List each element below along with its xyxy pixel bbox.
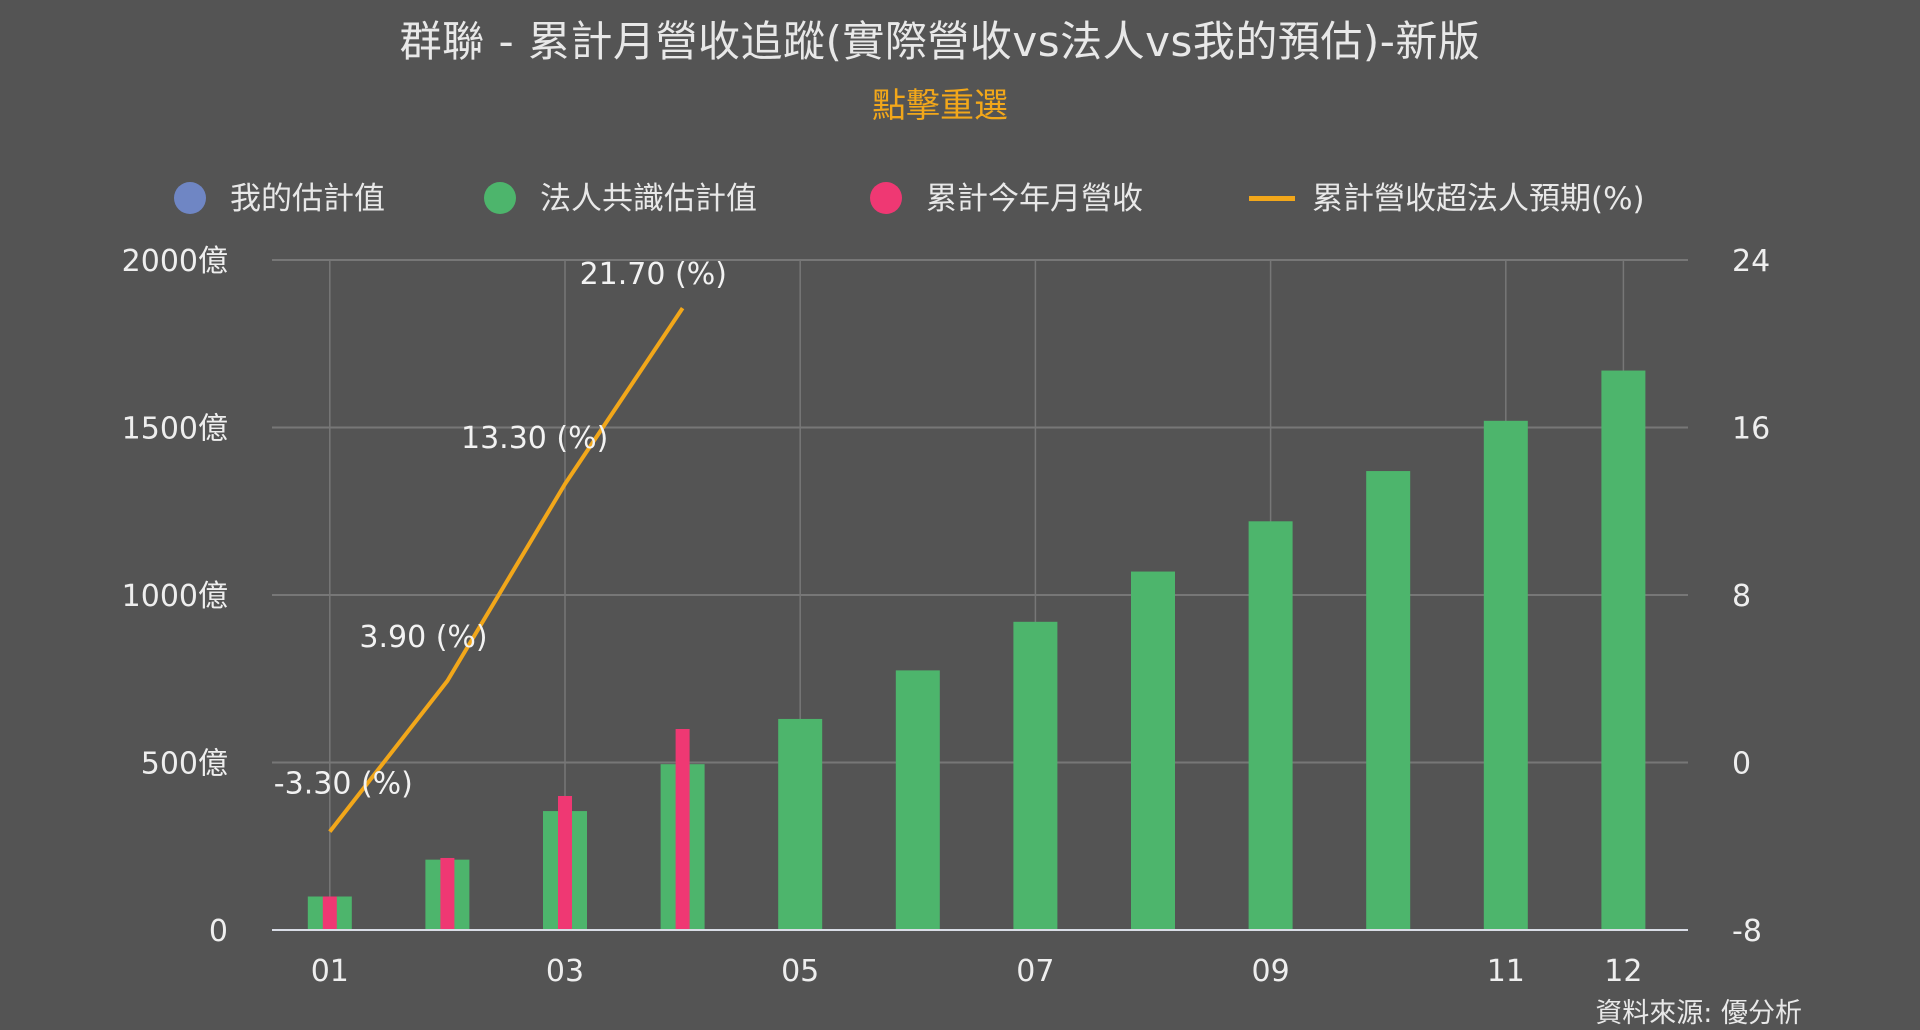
gridlines: [272, 259, 1688, 930]
beat-line-layer: [328, 307, 685, 833]
actual-revenue-bar[interactable]: [322, 896, 337, 931]
data-labels: -3.30 (%) 3.90 (%) 13.30 (%) 21.70 (%): [274, 257, 727, 801]
legend-item[interactable]: 累計今年月營收: [870, 181, 1143, 217]
x-tick-label: 11: [1487, 954, 1525, 989]
beat-percent-label: -3.30 (%): [274, 767, 413, 802]
y-right-tick-label: 0: [1732, 747, 1751, 782]
actual-revenue-bar[interactable]: [675, 729, 690, 930]
y-right-tick-label: 8: [1732, 579, 1751, 614]
consensus-bar[interactable]: [1013, 621, 1058, 930]
source-note: 資料來源: 優分析: [1595, 998, 1802, 1029]
legend-line-icon: [1249, 196, 1295, 201]
y-left-tick-label: 1000億: [122, 579, 228, 614]
x-tick-label: 05: [781, 954, 819, 989]
chart-title: 群聯 - 累計月營收追蹤(實際營收vs法人vs我的預估)-新版: [399, 17, 1481, 66]
beat-percent-line[interactable]: [328, 307, 685, 833]
y-left-tick-label: 500億: [141, 747, 228, 782]
legend[interactable]: 我的估計值 法人共識估計值 累計今年月營收 累計營收超法人預期(%): [174, 181, 1645, 217]
beat-percent-label: 13.30 (%): [461, 421, 608, 456]
x-tick-label: 09: [1252, 954, 1290, 989]
x-tick-label: 12: [1604, 954, 1642, 989]
y-left-tick-label: 0: [209, 914, 228, 949]
y-right-tick-label: -8: [1732, 914, 1762, 949]
consensus-bar[interactable]: [778, 718, 823, 930]
y-right-tick-label: 24: [1732, 244, 1770, 279]
axes: 0 500億 1000億 1500億 2000億 -8 0 8 16 24 01 03 05 07 09 11…: [122, 244, 1771, 989]
legend-item[interactable]: 我的估計值: [174, 181, 385, 217]
y-right-tick-label: 16: [1732, 412, 1770, 447]
beat-percent-label: 21.70 (%): [580, 257, 727, 292]
consensus-bar[interactable]: [1601, 370, 1646, 930]
legend-marker-icon: [484, 182, 516, 214]
bars: [307, 370, 1646, 931]
beat-percent-label: 3.90 (%): [359, 620, 487, 655]
y-left-tick-label: 1500億: [122, 412, 228, 447]
consensus-bar[interactable]: [1483, 420, 1528, 930]
x-tick-label: 03: [546, 954, 584, 989]
y-left-tick-label: 2000億: [122, 244, 228, 279]
actual-revenue-bar[interactable]: [558, 796, 572, 930]
reselect-link[interactable]: 點擊重選: [872, 86, 1008, 126]
actual-revenue-bar[interactable]: [440, 857, 455, 930]
legend-label: 累計今年月營收: [926, 181, 1143, 217]
legend-label: 累計營收超法人預期(%): [1312, 181, 1645, 217]
legend-item[interactable]: 法人共識估計值: [484, 181, 757, 217]
consensus-bar[interactable]: [1366, 471, 1411, 930]
x-tick-label: 01: [311, 954, 349, 989]
consensus-bar[interactable]: [1131, 571, 1175, 930]
legend-label: 法人共識估計值: [540, 181, 757, 217]
consensus-bar[interactable]: [1248, 521, 1293, 930]
x-tick-label: 07: [1016, 954, 1054, 989]
legend-item[interactable]: 累計營收超法人預期(%): [1249, 181, 1645, 217]
legend-label: 我的估計值: [230, 181, 385, 217]
legend-marker-icon: [174, 182, 206, 214]
consensus-bar[interactable]: [895, 670, 940, 930]
legend-marker-icon: [870, 182, 902, 214]
